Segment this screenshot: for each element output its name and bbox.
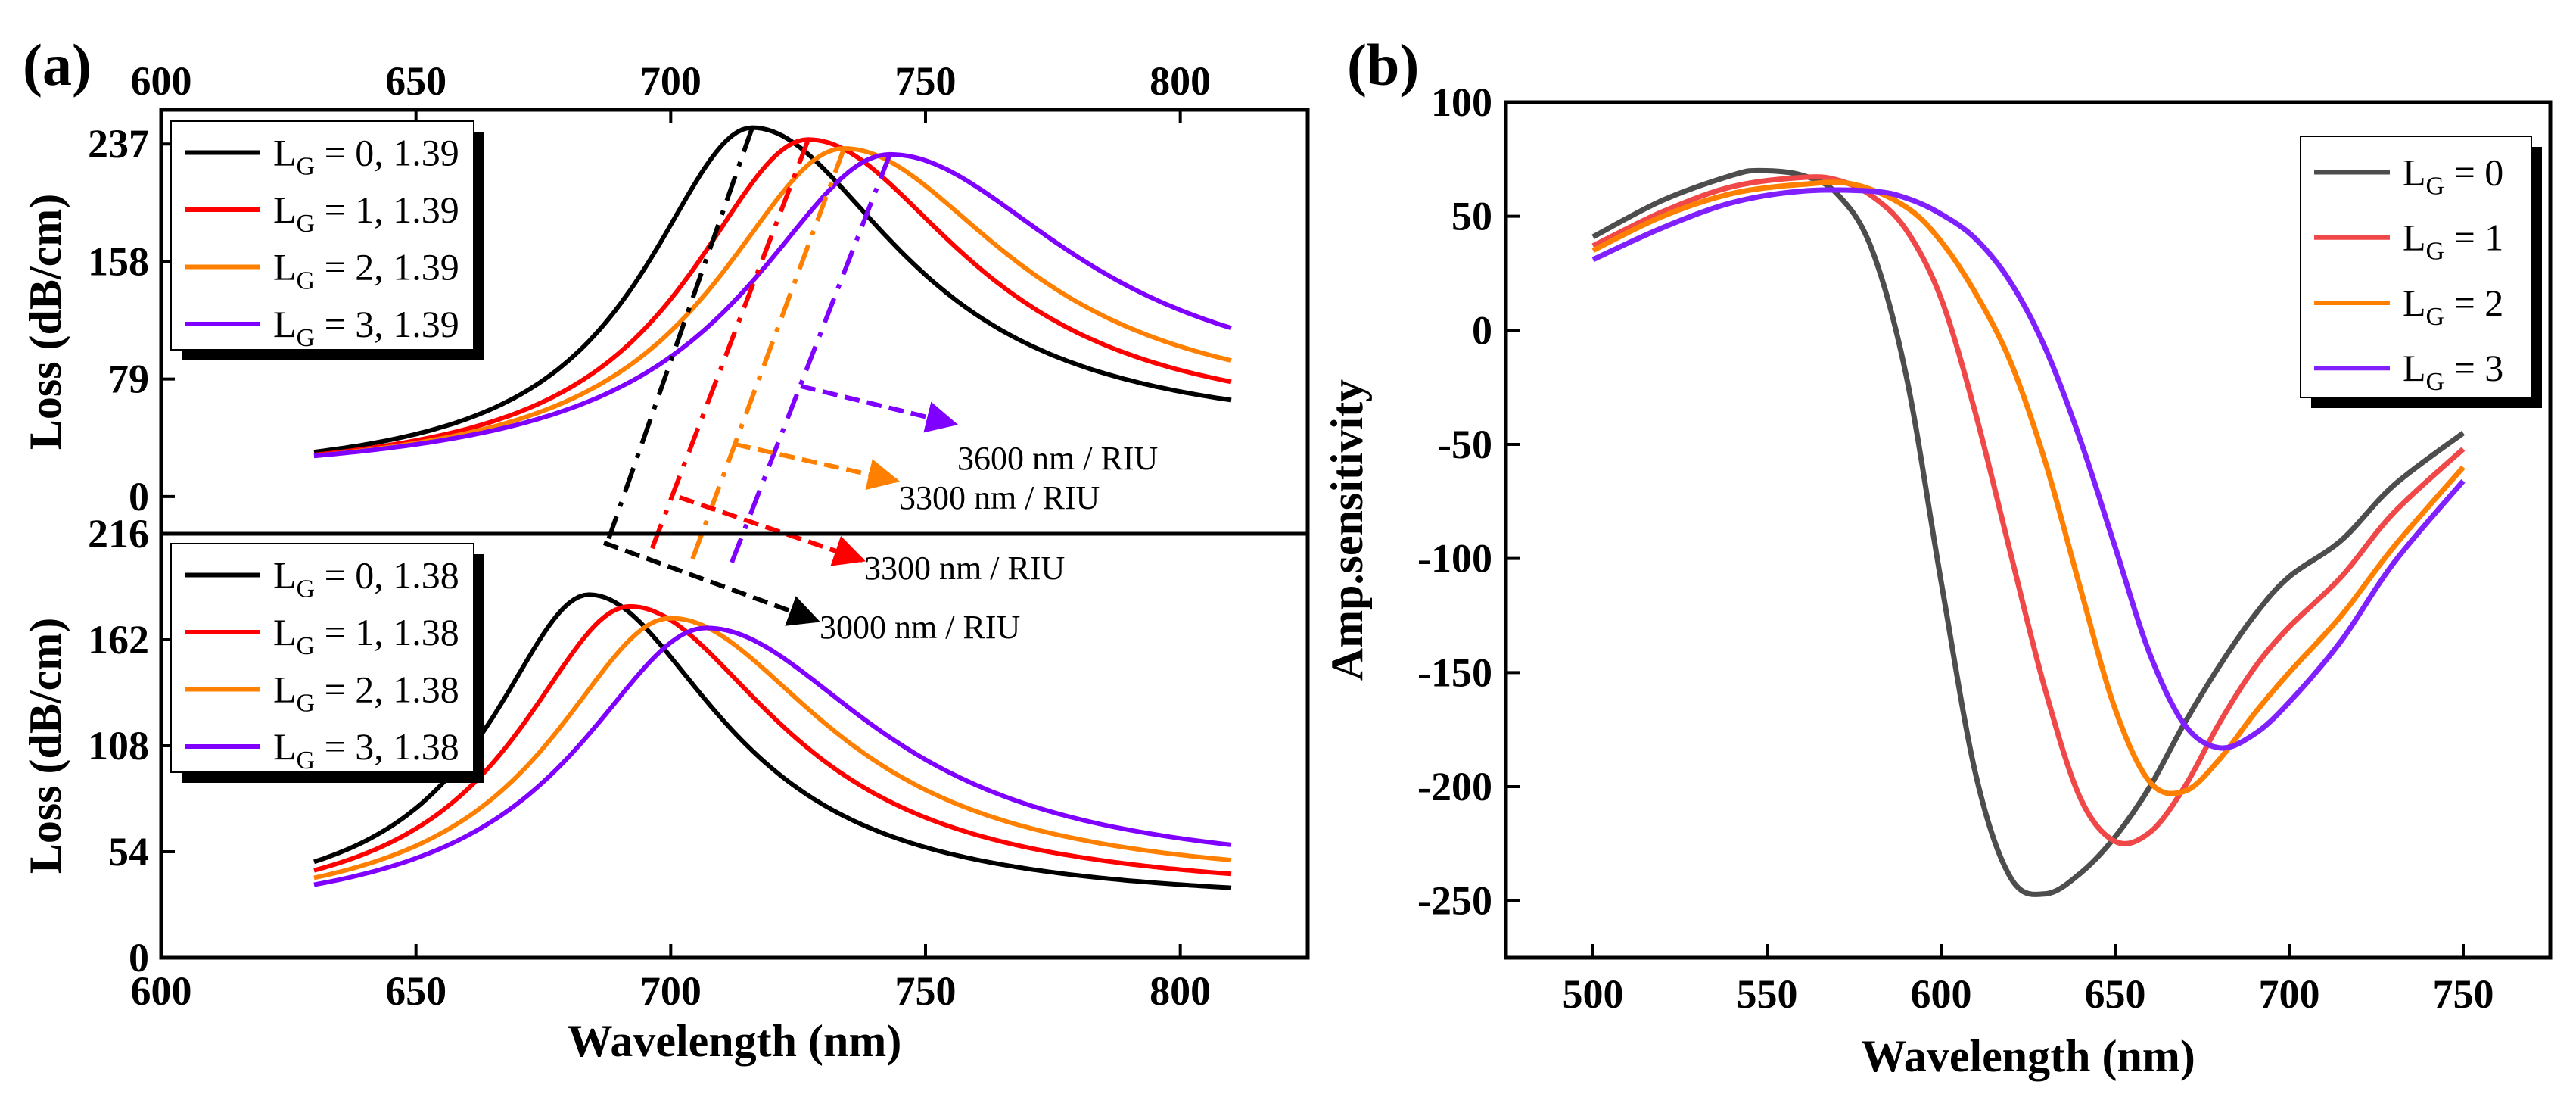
panel-b-frame (1504, 100, 2553, 960)
a-xlabel: Wavelength (nm) (568, 1016, 902, 1066)
a-bottom-legend-label-0: LG = 0, 1.38 (273, 554, 459, 603)
a-bottom-xtick-label-4: 800 (1150, 968, 1211, 1014)
b-ytick-label-0: 100 (1431, 79, 1492, 125)
bottom-series-3 (313, 625, 1232, 887)
a-bottom-legend-label-1: LG = 1, 1.38 (273, 611, 459, 660)
a-bottom-legend-box (170, 543, 474, 773)
sensitivity-arrow-1 (735, 442, 901, 491)
a-bottom-ytick-label-2: 108 (88, 723, 149, 768)
peak-shift-line-1 (649, 139, 810, 552)
b-ytick-label-7: -250 (1417, 878, 1492, 924)
b-ylabel: Amp.sensitivity (1322, 379, 1372, 681)
b-ytick-label-2: 0 (1472, 307, 1492, 353)
sensitivity-arrow-2 (679, 495, 866, 566)
sensitivity-arrow-3 (602, 541, 820, 626)
b-series-0 (1591, 167, 2466, 897)
panel-a-label: (a) (23, 32, 92, 98)
sensitivity-label-0: 3600 nm / RIU (957, 440, 1158, 477)
a-bottom-xtick-label-2: 700 (640, 968, 702, 1014)
peak-shift-line-0 (606, 126, 754, 540)
a-top-ytick-label-1: 79 (108, 357, 149, 402)
b-xtick-label-3: 650 (2085, 971, 2146, 1017)
b-ytick-label-4: -100 (1417, 536, 1492, 581)
b-xtick-label-0: 500 (1563, 971, 1624, 1017)
b-series-2 (1591, 179, 2466, 796)
a-top-ytick-label-0: 0 (129, 474, 149, 519)
b-legend-label-3: LG = 3 (2403, 347, 2503, 396)
b-legend-label-2: LG = 2 (2403, 282, 2503, 331)
a-top-xtick-label-1: 650 (385, 58, 446, 104)
b-xtick-label-5: 750 (2433, 971, 2494, 1017)
sensitivity-label-3: 3000 nm / RIU (820, 609, 1020, 646)
b-series-1 (1591, 174, 2466, 846)
sensitivity-label-1: 3300 nm / RIU (899, 479, 1100, 516)
b-legend-label-1: LG = 1 (2403, 217, 2503, 266)
b-legend-box (2300, 136, 2532, 398)
top-series-2 (313, 146, 1232, 459)
b-series-3 (1591, 187, 2466, 751)
a-top-ytick-label-2: 158 (88, 238, 149, 284)
b-xtick-label-1: 550 (1737, 971, 1798, 1017)
a-top-legend-box (170, 120, 474, 351)
a-bottom-legend-label-2: LG = 2, 1.38 (273, 669, 459, 718)
a-top-xtick-label-0: 600 (131, 58, 192, 104)
sensitivity-label-2: 3300 nm / RIU (864, 550, 1065, 587)
b-xtick-label-4: 700 (2259, 971, 2320, 1017)
panel-b-label: (b) (1347, 32, 1419, 98)
top-series-0 (313, 125, 1232, 455)
b-ytick-label-1: 50 (1451, 194, 1492, 239)
b-legend-label-0: LG = 0 (2403, 151, 2503, 200)
a-bottom-ytick-label-3: 162 (88, 617, 149, 662)
b-ytick-label-5: -150 (1417, 650, 1492, 695)
peak-shift-line-3 (726, 153, 892, 572)
peak-shift-line-2 (689, 148, 847, 563)
a-top-legend-label-0: LG = 0, 1.39 (273, 132, 459, 181)
a-top-legend-label-1: LG = 1, 1.39 (273, 189, 459, 238)
a-bottom-ytick-label-1: 54 (108, 829, 149, 874)
bottom-series-2 (313, 616, 1232, 880)
a-bottom-legend-label-3: LG = 3, 1.38 (273, 725, 459, 775)
b-ytick-label-6: -200 (1417, 764, 1492, 809)
panel-b-curves (1591, 167, 2466, 897)
a-bottom-ylabel: Loss (dB/cm) (20, 618, 70, 874)
a-bottom-ytick-label-4: 216 (88, 511, 149, 556)
top-series-3 (313, 151, 1232, 459)
a-top-legend-label-2: LG = 2, 1.39 (273, 246, 459, 295)
a-bottom-xtick-label-1: 650 (385, 968, 446, 1014)
a-top-xtick-label-3: 750 (895, 58, 957, 104)
b-ytick-label-3: -50 (1438, 422, 1492, 467)
a-top-xtick-label-2: 700 (640, 58, 702, 104)
a-bottom-xtick-label-3: 750 (895, 968, 957, 1014)
a-top-xtick-label-4: 800 (1150, 58, 1211, 104)
bottom-series-1 (313, 603, 1232, 877)
a-top-ylabel: Loss (dB/cm) (20, 194, 70, 450)
b-xtick-label-2: 600 (1911, 971, 1972, 1017)
a-bottom-xtick-label-0: 600 (131, 968, 192, 1014)
a-top-legend-label-3: LG = 3, 1.39 (273, 303, 459, 352)
b-xlabel: Wavelength (nm) (1861, 1031, 2195, 1081)
a-top-ytick-label-3: 237 (88, 121, 149, 167)
top-series-1 (313, 137, 1232, 457)
a-bottom-ytick-label-0: 0 (129, 935, 149, 980)
panel-b: 500 550 600 650 700 750100500-50-100-150-200-… (1322, 79, 2553, 1081)
sensitivity-arrow-0 (800, 384, 959, 433)
